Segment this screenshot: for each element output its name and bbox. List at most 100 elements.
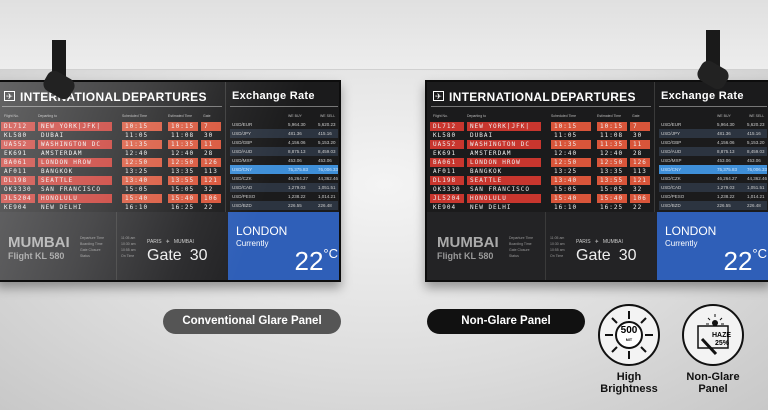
- badge-unit: 25%: [715, 340, 730, 347]
- flight-cell: LONDON HROW: [467, 158, 541, 167]
- route-to: MUMBAI: [602, 239, 623, 245]
- exchange-title: Exchange Rate: [232, 90, 315, 102]
- exchange-cell: USD/CNY: [232, 167, 253, 172]
- flight-cell: EK691: [4, 150, 28, 157]
- exchange-row: USD/CAD 1,279.03 1,051.51: [659, 183, 767, 192]
- exchange-cell: USD/AUD: [232, 149, 253, 154]
- weather-panel: LONDON Currently 22°C: [657, 212, 768, 280]
- divider: [431, 106, 651, 107]
- flight-cell: JL5204: [430, 194, 464, 203]
- flight-cell: SAN FRANCISCO: [41, 186, 101, 193]
- flight-cell: 11:35: [597, 140, 627, 149]
- flight-cell: SEATTLE: [38, 176, 112, 185]
- time-value: On Time: [121, 254, 135, 258]
- flight-cell: 30: [633, 132, 643, 139]
- flight-cell: AF011: [433, 168, 457, 175]
- flight-cell: OK3330: [433, 186, 461, 193]
- board-top: INTERNATIONAL ✈ DEPARTURES Flight No. Depart…: [427, 82, 768, 212]
- exchange-cell: USD/EUR: [661, 122, 682, 127]
- flight-cell: 16:10: [554, 204, 578, 211]
- exchange-cell: 44,362.46: [747, 176, 768, 181]
- exchange-cell: 1,014.21: [318, 194, 336, 199]
- board-title-international: INTERNATIONAL: [449, 90, 551, 104]
- exchange-cell: 1,014.21: [747, 194, 765, 199]
- flight-cell: KE904: [4, 204, 28, 211]
- feature-high-brightness: 500 NIT High Brightness: [595, 304, 663, 395]
- flight-cell: 15:40: [597, 194, 627, 203]
- exchange-row: USD/CNY 75,375.83 76,006.33: [230, 165, 338, 174]
- exchange-row: USD/PESO 1,238.22 1,014.21: [230, 192, 338, 201]
- sell-header: WE SELL: [320, 114, 336, 118]
- exchange-row: USD/EUR 5,964.30 5,620.23: [230, 120, 338, 129]
- flight-cell: 11: [201, 140, 221, 149]
- column-header: Scheduled Time: [551, 114, 577, 118]
- flight-cell: HONOLULU: [38, 194, 112, 203]
- flight-cell: 12:40: [125, 150, 149, 157]
- gate: Gate 30: [147, 247, 207, 265]
- flight-cell: NEW DELHI: [41, 204, 83, 211]
- flight-cell: 10:15: [168, 122, 198, 131]
- exchange-cell: 8,875.13: [288, 149, 306, 154]
- time-value: On Time: [550, 254, 564, 258]
- exchange-cell: USD/JPY: [661, 131, 681, 136]
- flight-cell: 13:40: [551, 176, 591, 185]
- flight-cell: BANGKOK: [41, 168, 74, 175]
- column-header: Flight No.: [433, 114, 448, 118]
- flight-cell: 32: [204, 186, 214, 193]
- divider: [230, 106, 338, 107]
- gate-number: 30: [618, 247, 637, 264]
- time-value: 10:30 am: [550, 242, 565, 246]
- flight-row: DL712 NEW YORK|JFK| 10:15 10:15 7: [1, 122, 224, 131]
- exchange-row: USD/GBP 4,156.06 5,153.20: [230, 138, 338, 147]
- exchange-cell: 4,156.06: [717, 140, 735, 145]
- flight-cell: AF011: [4, 168, 28, 175]
- flight-cell: NEW YORK|JFK|: [467, 122, 541, 131]
- flight-cell: 32: [633, 186, 643, 193]
- flight-row: KL580 DUBAI 11:05 11:08 30: [431, 131, 653, 140]
- flight-row: KL580 DUBAI 11:05 11:08 30: [2, 131, 224, 140]
- flight-cell: UA552: [430, 140, 464, 149]
- flight-cell: 15:05: [600, 186, 624, 193]
- flight-cell: 11:35: [122, 140, 162, 149]
- flight-cell: 15:40: [551, 194, 591, 203]
- flight-row: UA552 WASHINGTON DC 11:35 11:35 11: [430, 140, 653, 149]
- temperature: 22°C: [294, 246, 338, 277]
- caption-line: Non-Glare: [686, 371, 740, 383]
- flight-cell: NEW DELHI: [470, 204, 512, 211]
- flight-cell: DL198: [1, 176, 35, 185]
- flight-cell: 13:25: [125, 168, 149, 175]
- flight-cell: 106: [630, 194, 650, 203]
- time-label: Boarding Time: [509, 242, 532, 246]
- exchange-cell: 46,264.27: [717, 176, 738, 181]
- flight-cell: 11:08: [600, 132, 624, 139]
- exchange-cell: USD/EUR: [232, 122, 253, 127]
- temp-unit: °C: [323, 246, 338, 261]
- exchange-cell: 5,964.30: [288, 122, 306, 127]
- flight-cell: BA061: [430, 158, 464, 167]
- flight-row: UA552 WASHINGTON DC 11:35 11:35 11: [1, 140, 224, 149]
- time-value: 11:05 am: [121, 236, 136, 240]
- flight-cell: 13:25: [554, 168, 578, 175]
- time-value: 10:55 am: [550, 248, 565, 252]
- temperature: 22°C: [723, 246, 767, 277]
- flight-cell: JL5204: [1, 194, 35, 203]
- time-label: Status: [80, 254, 90, 258]
- exchange-cell: 1,279.03: [717, 185, 735, 190]
- flight-cell: 13:55: [168, 176, 198, 185]
- caption-line: High: [616, 371, 642, 383]
- exchange-cell: 5,620.23: [747, 122, 765, 127]
- exchange-row: USD/CZK 46,264.27 44,362.46: [230, 174, 338, 183]
- exchange-cell: 8,459.03: [747, 149, 765, 154]
- flight-row: BA061 LONDON HROW 12:50 12:50 126: [1, 158, 224, 167]
- column-header: Flight No.: [4, 114, 19, 118]
- flight-cell: DL712: [1, 122, 35, 131]
- exchange-cell: 226.48: [747, 203, 761, 208]
- exchange-row: USD/GBP 4,156.06 5,153.20: [659, 138, 767, 147]
- flight-row: DL198 SEATTLE 13:40 13:55 121: [430, 176, 653, 185]
- exchange-cell: 76,006.33: [318, 167, 339, 172]
- flight-row: JL5204 HONOLULU 15:40 15:40 106: [430, 194, 653, 203]
- exchange-cell: USD/GBP: [232, 140, 253, 145]
- flight-cell: 113: [204, 168, 218, 175]
- flight-cell: 13:35: [171, 168, 195, 175]
- flight-cell: 28: [204, 150, 214, 157]
